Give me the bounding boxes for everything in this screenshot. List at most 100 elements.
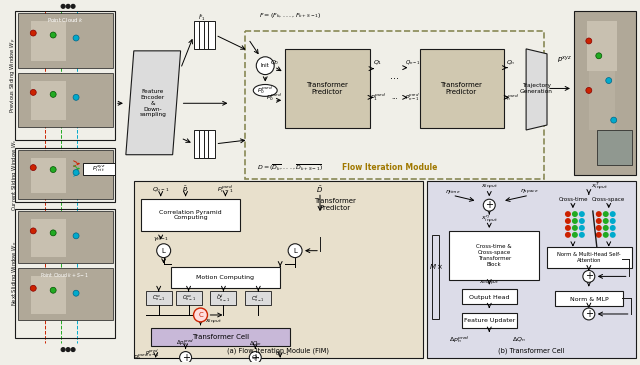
Bar (19, 269, 113, 320)
Bar (431, 235, 440, 319)
Bar (171, 266, 280, 288)
Text: Transformer
Predictor: Transformer Predictor (314, 198, 356, 211)
Bar (15, 11, 115, 140)
Text: $\Delta Q_n$: $\Delta Q_n$ (512, 335, 526, 344)
Circle shape (583, 308, 595, 320)
Bar (245, 291, 271, 305)
Text: $Q_{n-1}$: $Q_{n-1}$ (275, 349, 290, 358)
Text: Trajectory
Generation: Trajectory Generation (520, 83, 552, 94)
Bar (574, 11, 636, 174)
Text: $\Delta p_n^{pred}$: $\Delta p_n^{pred}$ (449, 334, 470, 345)
Text: Previous Sliding Window $W_p$: Previous Sliding Window $W_p$ (9, 38, 19, 113)
Circle shape (565, 218, 571, 224)
Bar (204, 130, 211, 158)
Text: Norm & Multi-Head Self-
Attention: Norm & Multi-Head Self- Attention (557, 252, 621, 263)
Circle shape (579, 218, 585, 224)
Circle shape (572, 225, 578, 231)
Circle shape (603, 225, 609, 231)
Text: +: + (585, 272, 593, 281)
Circle shape (157, 244, 171, 258)
Text: Next Sliding Window $W_n$: Next Sliding Window $W_n$ (10, 241, 19, 306)
Circle shape (50, 91, 56, 97)
Bar (15, 209, 115, 338)
Circle shape (610, 225, 616, 231)
Bar (209, 21, 216, 49)
Circle shape (30, 30, 36, 36)
Text: $p_{n-1}^{pred}$: $p_{n-1}^{pred}$ (405, 92, 420, 103)
Circle shape (579, 232, 585, 238)
Circle shape (596, 53, 602, 59)
Text: Point Cloud $k$: Point Cloud $k$ (47, 16, 83, 24)
Text: $p_{n-1}^{pred}$: $p_{n-1}^{pred}$ (145, 348, 159, 359)
Circle shape (73, 233, 79, 239)
Bar (31, 81, 66, 120)
Circle shape (610, 218, 616, 224)
Bar (193, 130, 200, 158)
Bar (31, 276, 66, 314)
Circle shape (596, 232, 602, 238)
Circle shape (50, 230, 56, 236)
Bar (420, 49, 504, 128)
Circle shape (586, 38, 592, 44)
Circle shape (50, 287, 56, 293)
Text: Init: Init (261, 63, 269, 68)
Text: $p_1^{pred}$: $p_1^{pred}$ (370, 92, 386, 103)
Circle shape (610, 232, 616, 238)
Circle shape (73, 95, 79, 100)
Circle shape (71, 347, 75, 351)
Text: Cross-time &
Cross-space
Transformer
Block: Cross-time & Cross-space Transformer Blo… (476, 245, 512, 267)
Text: $\hat{F}_1$: $\hat{F}_1$ (198, 12, 205, 23)
Text: $\bar{p}$: $\bar{p}$ (182, 184, 189, 195)
Circle shape (596, 225, 602, 231)
Text: Flow Iteration Module: Flow Iteration Module (342, 163, 437, 172)
Text: Motion Computing: Motion Computing (196, 275, 255, 280)
Text: L: L (293, 248, 297, 254)
Text: +: + (485, 200, 493, 210)
Circle shape (193, 308, 207, 322)
Text: $Q_n$: $Q_n$ (506, 58, 516, 67)
Bar (587, 21, 617, 71)
Circle shape (73, 290, 79, 296)
Text: $\Delta p_n^{pred}$: $\Delta p_n^{pred}$ (177, 337, 195, 347)
Circle shape (596, 211, 602, 217)
Text: Output Head: Output Head (469, 295, 509, 300)
Bar (449, 231, 539, 280)
Text: Cross-space: Cross-space (592, 197, 625, 202)
Bar (15, 148, 115, 202)
Text: $Q_n$: $Q_n$ (251, 354, 260, 362)
Bar (204, 21, 211, 49)
Text: $M \times$: $M \times$ (429, 262, 444, 271)
Text: $\bar{D}$: $\bar{D}$ (316, 184, 324, 195)
Text: $Q_{n-1}$: $Q_{n-1}$ (404, 58, 420, 67)
Text: Feature
Encoder
&
Down-
sampling: Feature Encoder & Down- sampling (140, 89, 166, 118)
Circle shape (256, 57, 274, 74)
Bar (589, 71, 614, 130)
Circle shape (572, 232, 578, 238)
Text: $p_0^{pred}$: $p_0^{pred}$ (257, 85, 273, 96)
Bar (547, 247, 632, 269)
Polygon shape (126, 51, 180, 155)
Text: Current Sliding Window $W_c$: Current Sliding Window $W_c$ (10, 138, 19, 211)
Bar (555, 291, 623, 306)
Text: $F=(F_k,...,F_{k+S-1})$: $F=(F_k,...,F_{k+S-1})$ (259, 11, 321, 20)
Circle shape (610, 211, 616, 217)
Bar (31, 219, 66, 257)
Circle shape (483, 199, 495, 211)
Circle shape (565, 225, 571, 231)
Text: $Q_0$: $Q_0$ (269, 58, 279, 67)
Text: $\eta_{time}$: $\eta_{time}$ (445, 188, 460, 196)
Circle shape (61, 4, 65, 8)
Bar (151, 328, 290, 346)
Circle shape (73, 170, 79, 176)
Bar (193, 21, 200, 49)
Text: $D=(\overline{D_k},...,\overline{D_{k+S-1}})$: $D=(\overline{D_k},...,\overline{D_{k+S-… (257, 162, 323, 173)
Circle shape (61, 347, 65, 351)
Text: $p^{xyz}_{init}$: $p^{xyz}_{init}$ (92, 164, 106, 174)
Circle shape (50, 32, 56, 38)
Bar (83, 163, 115, 174)
Bar (462, 289, 517, 304)
Circle shape (579, 211, 585, 217)
Circle shape (50, 166, 56, 173)
Text: $x^{\eta}_{input}$: $x^{\eta}_{input}$ (481, 213, 498, 225)
Circle shape (565, 232, 571, 238)
